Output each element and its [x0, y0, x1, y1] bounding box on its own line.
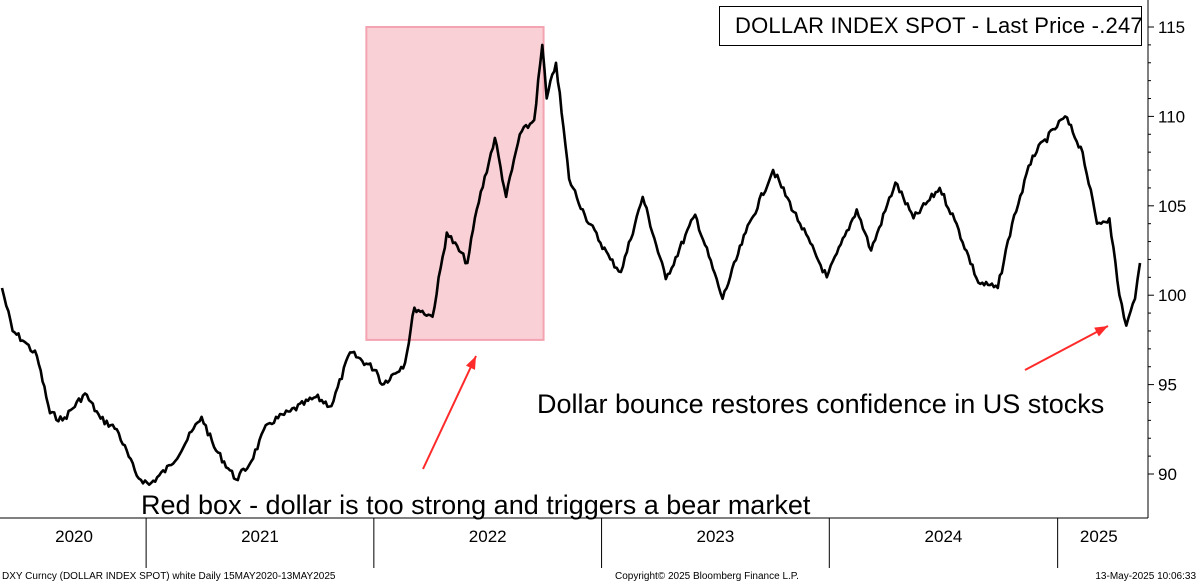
- footer-source: DXY Curncy (DOLLAR INDEX SPOT) white Dai…: [2, 571, 336, 582]
- annotation-dollar-bounce: Dollar bounce restores confidence in US …: [537, 389, 1105, 419]
- legend: DOLLAR INDEX SPOT - Last Price -.247: [719, 6, 1143, 46]
- highlight-box: [365, 26, 545, 341]
- y-tick-label: 100: [1158, 286, 1186, 305]
- x-tick-label: 2020: [55, 527, 93, 546]
- y-tick-label: 105: [1158, 197, 1186, 216]
- legend-text: DOLLAR INDEX SPOT - Last Price -.247: [735, 13, 1143, 38]
- x-tick-label: 2025: [1080, 527, 1118, 546]
- annotation-red-box: Red box - dollar is too strong and trigg…: [141, 490, 811, 520]
- axis-layer: 90 95 100 105 110 115 2020 2021 2022 2023 2024 2025: [0, 0, 1186, 568]
- y-tick-label: 110: [1158, 107, 1185, 126]
- footer-timestamp: 13-May-2025 10:06:33: [1095, 571, 1196, 582]
- y-tick-label: 115: [1158, 18, 1185, 37]
- arrow-layer: [422, 325, 1109, 470]
- arrow-to-bounce: [1024, 325, 1109, 371]
- footer-copyright: Copyright© 2025 Bloomberg Finance L.P.: [615, 571, 799, 582]
- x-tick-label: 2022: [469, 527, 507, 546]
- arrow-to-bounce-head: [1094, 326, 1108, 337]
- arrow-to-red-box-head: [465, 356, 476, 370]
- x-tick-label: 2024: [925, 527, 963, 546]
- arrow-to-red-box: [422, 355, 477, 470]
- x-tick-label: 2021: [241, 527, 279, 546]
- y-tick-label: 95: [1158, 376, 1177, 395]
- dxy-price-line: [0, 43, 1142, 486]
- y-tick-label: 90: [1158, 465, 1177, 484]
- x-tick-label: 2023: [697, 527, 735, 546]
